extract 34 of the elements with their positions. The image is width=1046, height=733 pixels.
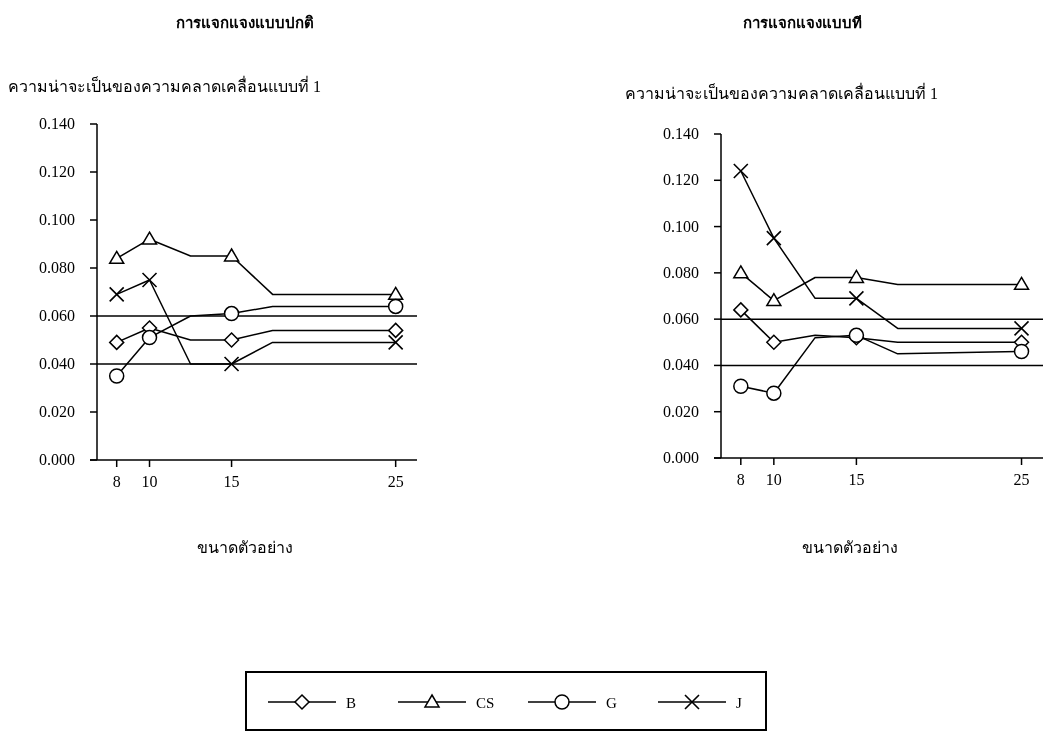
y-tick-label: 0.140 — [663, 125, 699, 142]
y-axis-title: ความน่าจะเป็นของความคลาดเคลื่อนแบบที่ 1 — [8, 75, 321, 95]
y-tick-label: 0.140 — [39, 115, 75, 132]
chart-title: การแจกแจงแบบที — [742, 15, 862, 31]
legend-label: CS — [476, 695, 495, 711]
y-tick-label: 0.040 — [39, 355, 75, 372]
x-tick-label: 10 — [141, 473, 158, 490]
y-tick-label: 0.100 — [663, 217, 699, 235]
x-axis-title: ขนาดตัวอย่าง — [197, 539, 293, 556]
legend-label: J — [736, 695, 742, 711]
y-tick-label: 0.120 — [39, 163, 75, 180]
y-tick-label: 0.100 — [39, 211, 75, 228]
y-tick-label: 0.080 — [663, 263, 699, 281]
y-axis-title: ความน่าจะเป็นของความคลาดเคลื่อนแบบที่ 1 — [625, 82, 938, 102]
chart-title: การแจกแจงแบบปกติ — [176, 14, 314, 31]
y-tick-label: 0.000 — [663, 449, 699, 466]
x-tick-label: 15 — [848, 471, 865, 488]
y-tick-label: 0.020 — [663, 402, 699, 420]
y-tick-label: 0.080 — [39, 259, 75, 276]
y-tick-label: 0.120 — [663, 171, 699, 189]
y-tick-label: 0.060 — [39, 307, 75, 324]
y-tick-label: 0.040 — [663, 356, 699, 374]
x-tick-label: 25 — [387, 473, 404, 490]
y-tick-label: 0.000 — [39, 451, 75, 468]
x-tick-label: 15 — [223, 473, 240, 490]
y-tick-label: 0.020 — [39, 403, 75, 420]
x-tick-label: 10 — [765, 471, 782, 488]
x-tick-label: 8 — [736, 471, 745, 488]
x-axis-title: ขนาดตัวอย่าง — [802, 539, 898, 556]
x-tick-label: 25 — [1013, 471, 1030, 488]
y-tick-label: 0.060 — [663, 310, 699, 328]
x-tick-label: 8 — [112, 473, 121, 490]
legend-label: B — [346, 695, 357, 711]
legend-label: G — [606, 695, 617, 711]
